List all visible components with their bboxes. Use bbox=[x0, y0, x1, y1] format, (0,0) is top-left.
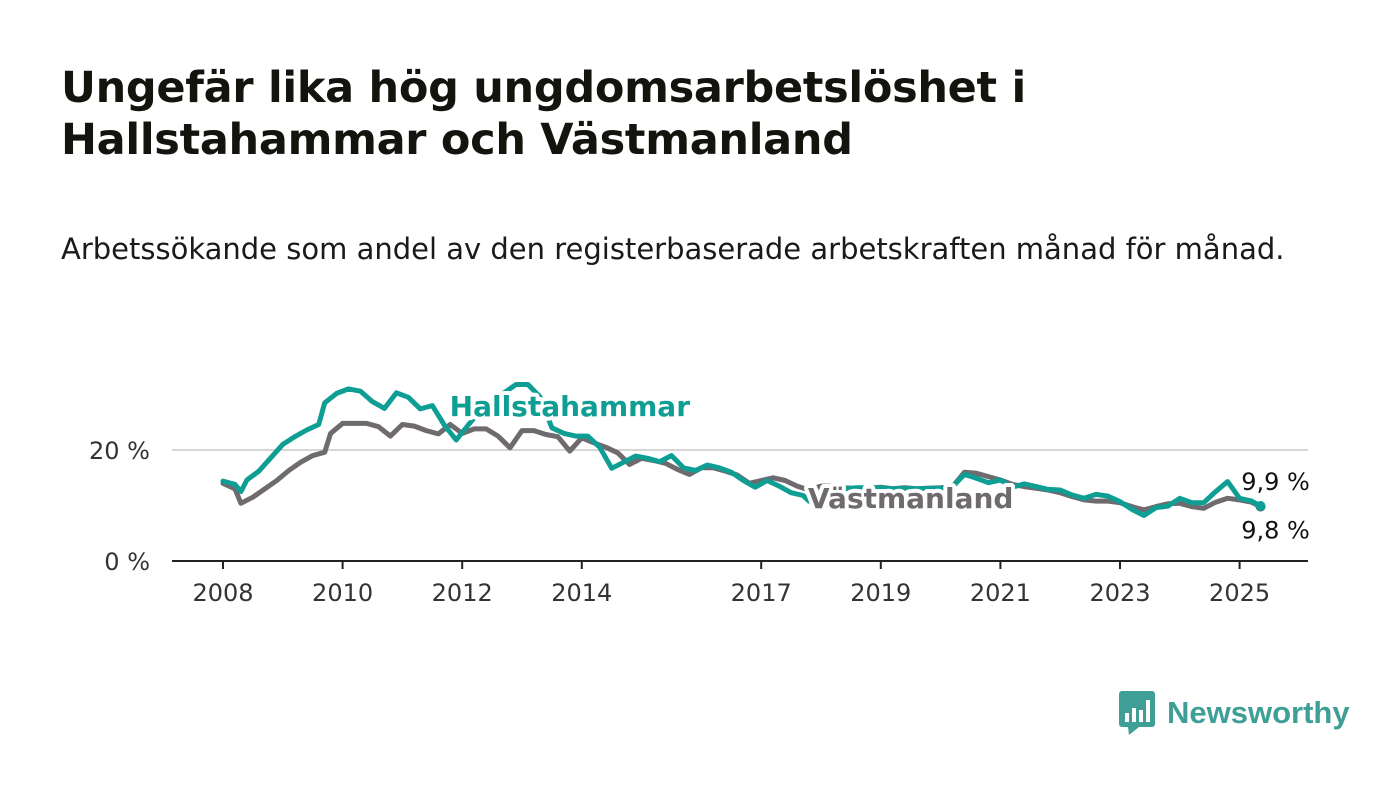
newsworthy-chat-bars-icon bbox=[1119, 691, 1155, 735]
series-label-västmanland: Västmanland bbox=[808, 482, 1014, 515]
x-tick-label: 2012 bbox=[432, 579, 493, 607]
x-tick-label: 2017 bbox=[731, 579, 792, 607]
line-chart: 0 % 20 % 2008 2010 2012 2014 2017 2019 2021 2023… bbox=[89, 382, 1310, 607]
series-lines bbox=[220, 382, 1266, 518]
x-tick-label: 2021 bbox=[970, 579, 1031, 607]
series-line-hallstahammar bbox=[220, 382, 1263, 518]
brand-name: Newsworthy bbox=[1167, 695, 1350, 730]
x-tick-label: 2023 bbox=[1089, 579, 1150, 607]
series-label-halo: Västmanland bbox=[808, 482, 1014, 515]
x-tick-label: 2008 bbox=[192, 579, 253, 607]
series-label-hallstahammar: Hallstahammar bbox=[450, 390, 691, 423]
x-tick-label: 2014 bbox=[551, 579, 612, 607]
x-axis: 2008 2010 2012 2014 2017 2019 2021 2023 2025 bbox=[172, 560, 1308, 607]
end-value-label-västmanland: 9,8 % bbox=[1241, 517, 1310, 545]
chart-title: Ungefär lika hög ungdomsarbetslöshet i H… bbox=[61, 63, 1026, 165]
x-tick-label: 2010 bbox=[312, 579, 373, 607]
gridlines: 0 % 20 % bbox=[89, 437, 1308, 576]
x-tick-label: 2025 bbox=[1209, 579, 1270, 607]
series-labels: VästmanlandVästmanlandHallstahammarHalls… bbox=[446, 386, 1310, 545]
newsworthy-logo[interactable]: Newsworthy bbox=[1119, 690, 1350, 736]
y-tick-label: 0 % bbox=[104, 548, 150, 576]
chart-subtitle: Arbetssökande som andel av den registerb… bbox=[61, 232, 1285, 266]
series-endpoint-hallstahammar bbox=[1255, 501, 1266, 512]
y-tick-label: 20 % bbox=[89, 437, 150, 465]
series-label-halo: Hallstahammar bbox=[450, 390, 691, 423]
end-value-label-hallstahammar: 9,9 % bbox=[1241, 468, 1310, 496]
x-tick-label: 2019 bbox=[850, 579, 911, 607]
